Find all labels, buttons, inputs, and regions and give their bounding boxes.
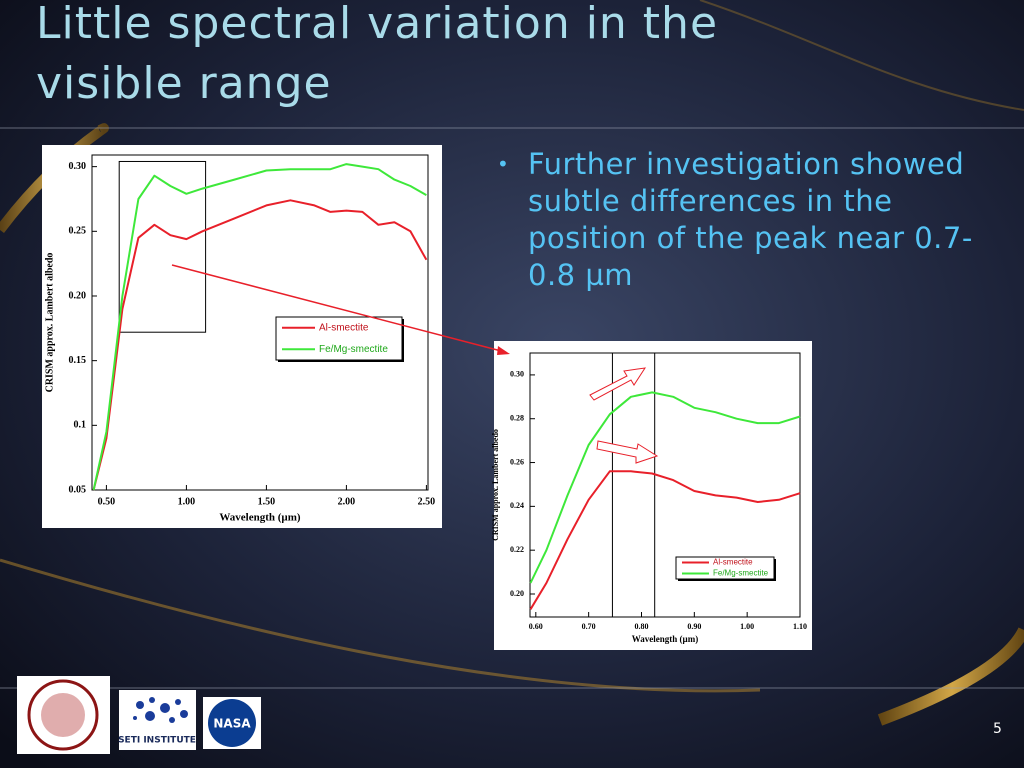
- page-number: 5: [993, 721, 1002, 737]
- y-tick-label: 0.30: [69, 161, 87, 172]
- y-tick-label: 0.25: [69, 226, 87, 237]
- seal: [27, 679, 99, 751]
- y-tick-label: 0.20: [69, 290, 87, 301]
- zoom-box: [118, 160, 207, 333]
- y-tick-label: 0.30: [510, 370, 524, 379]
- seal: [41, 693, 85, 737]
- x-tick-label: 1.10: [793, 622, 807, 631]
- legend-label: Fe/Mg-smectite: [713, 569, 769, 578]
- y-axis-label: CRISM approx. Lambert albedo: [491, 429, 500, 541]
- x-axis-label: Wavelength (µm): [219, 512, 301, 524]
- connector-arrow: [171, 264, 506, 353]
- legend-box: [275, 316, 403, 361]
- x-tick-label: 0.80: [634, 622, 648, 631]
- legend-label: Al-smectite: [713, 558, 753, 567]
- series-line: [92, 163, 427, 491]
- x-tick-label: 0.50: [98, 496, 116, 507]
- x-tick-label: 1.00: [740, 622, 754, 631]
- x-tick-label: 0.70: [582, 622, 596, 631]
- y-tick-label: 0.15: [69, 355, 87, 366]
- slide-title: Little spectral variation in the visible…: [36, 0, 719, 109]
- series-line: [529, 391, 801, 584]
- arrow-head: [497, 346, 510, 355]
- nasa-text: NASA: [213, 717, 251, 731]
- x-axis-label: Wavelength (µm): [632, 634, 698, 644]
- nasa-circle: [208, 699, 256, 747]
- y-tick-label: 0.26: [510, 457, 524, 466]
- shift-arrow: [596, 440, 659, 464]
- plot-frame: [529, 352, 801, 618]
- swoosh: [877, 627, 1024, 726]
- y-tick-label: 0.28: [510, 414, 524, 423]
- x-tick-label: 0.60: [529, 622, 543, 631]
- legend-label: Fe/Mg-smectite: [319, 344, 388, 355]
- shift-arrow: [589, 367, 647, 401]
- x-tick-label: 1.50: [258, 496, 276, 507]
- y-tick-label: 0.20: [510, 589, 524, 598]
- swoosh: [699, 0, 1024, 111]
- seti-logo: [119, 690, 196, 750]
- bullet: Further investigation showed subtle diff…: [497, 146, 998, 294]
- seti-text: SETI INSTITUTE: [118, 736, 196, 746]
- series-line: [92, 199, 428, 491]
- legend-label: Al-smectite: [319, 322, 369, 333]
- seti-dots: [133, 697, 188, 723]
- x-tick-label: 1.00: [178, 496, 196, 507]
- x-tick-label: 2.50: [418, 496, 436, 507]
- y-tick-label: 0.22: [510, 545, 524, 554]
- swoosh: [0, 558, 761, 693]
- y-axis-label: CRISM approx. Lambert albedo: [44, 253, 55, 393]
- x-tick-label: 0.90: [687, 622, 701, 631]
- plot-frame: [91, 154, 429, 491]
- series-line: [529, 470, 801, 610]
- y-tick-label: 0.24: [510, 501, 524, 510]
- y-tick-label: 0.1: [74, 420, 87, 431]
- y-tick-label: 0.05: [69, 484, 87, 495]
- chart-bg: [494, 341, 812, 650]
- x-tick-label: 2.00: [338, 496, 356, 507]
